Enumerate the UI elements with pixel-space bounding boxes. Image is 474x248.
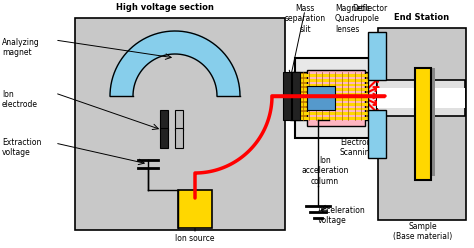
- Text: Ion
electrode: Ion electrode: [2, 90, 38, 109]
- Bar: [377, 88, 465, 108]
- Bar: [377, 80, 465, 116]
- Text: Acceleration
voltage: Acceleration voltage: [318, 206, 366, 225]
- Bar: [290, 84, 368, 86]
- Text: Magnetic
Quadrupole
lenses: Magnetic Quadrupole lenses: [335, 4, 380, 34]
- Bar: [307, 86, 335, 110]
- Bar: [290, 103, 368, 106]
- Bar: [160, 128, 168, 148]
- Bar: [283, 72, 291, 120]
- Bar: [178, 190, 212, 228]
- Bar: [290, 98, 368, 101]
- Text: Deflector: Deflector: [352, 4, 388, 13]
- Text: Sample
(Base material): Sample (Base material): [393, 222, 453, 241]
- Text: Analyzing
magnet: Analyzing magnet: [2, 38, 40, 57]
- Text: Extraction
voltage: Extraction voltage: [2, 138, 41, 157]
- Text: Ion source: Ion source: [175, 234, 215, 243]
- Text: End Station: End Station: [394, 13, 449, 22]
- Bar: [175, 110, 183, 130]
- Bar: [290, 79, 368, 82]
- Bar: [290, 72, 368, 120]
- Bar: [368, 110, 386, 158]
- Bar: [295, 58, 377, 138]
- Bar: [160, 110, 168, 130]
- Polygon shape: [110, 31, 240, 96]
- Bar: [290, 93, 368, 96]
- Text: High voltage section: High voltage section: [116, 3, 214, 12]
- Text: Ion
acceleration
column: Ion acceleration column: [301, 156, 349, 186]
- Bar: [431, 68, 435, 176]
- Bar: [75, 18, 285, 230]
- Bar: [290, 117, 368, 120]
- Bar: [368, 32, 386, 80]
- Bar: [290, 88, 368, 91]
- Bar: [378, 28, 466, 220]
- Bar: [290, 108, 368, 110]
- Bar: [307, 70, 365, 126]
- Bar: [415, 68, 431, 180]
- Bar: [292, 72, 300, 120]
- Bar: [290, 112, 368, 115]
- Text: Mass
separation
slit: Mass separation slit: [284, 4, 326, 34]
- Bar: [175, 128, 183, 148]
- Bar: [290, 74, 368, 77]
- Text: Electronic
Scanning: Electronic Scanning: [340, 138, 378, 157]
